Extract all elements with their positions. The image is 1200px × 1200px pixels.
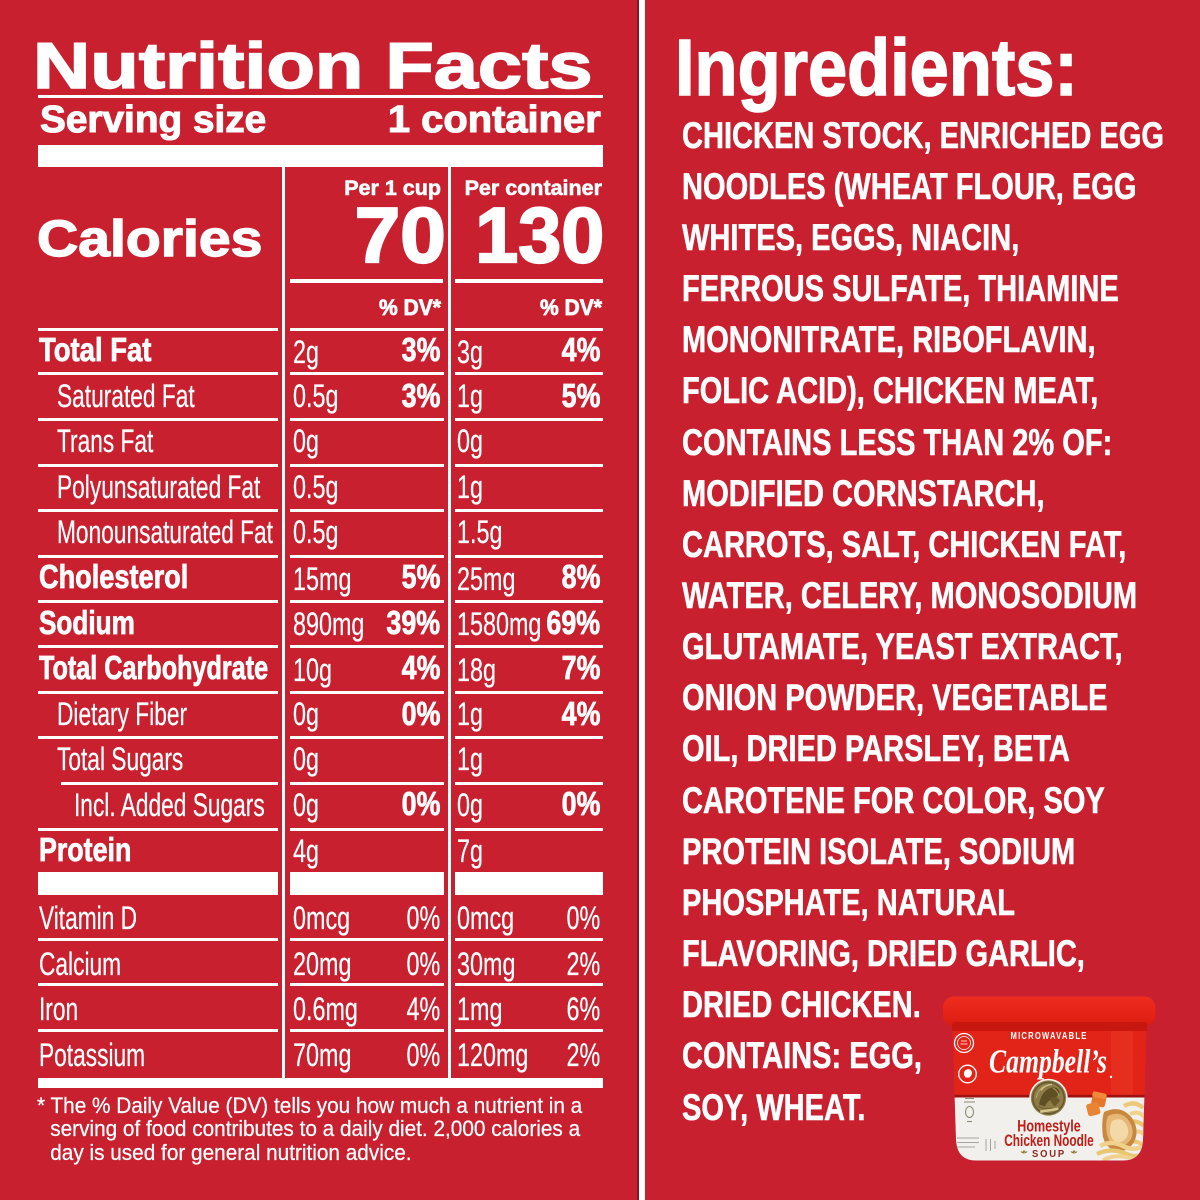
svg-text:Homestyle: Homestyle xyxy=(1017,1117,1081,1136)
svg-text:MICROWAVABLE: MICROWAVABLE xyxy=(1011,1031,1088,1042)
svg-text:Chicken Noodle: Chicken Noodle xyxy=(1004,1131,1094,1150)
svg-text:Campbell’s: Campbell’s xyxy=(989,1044,1107,1081)
svg-text:SOUP: SOUP xyxy=(1032,1148,1066,1160)
